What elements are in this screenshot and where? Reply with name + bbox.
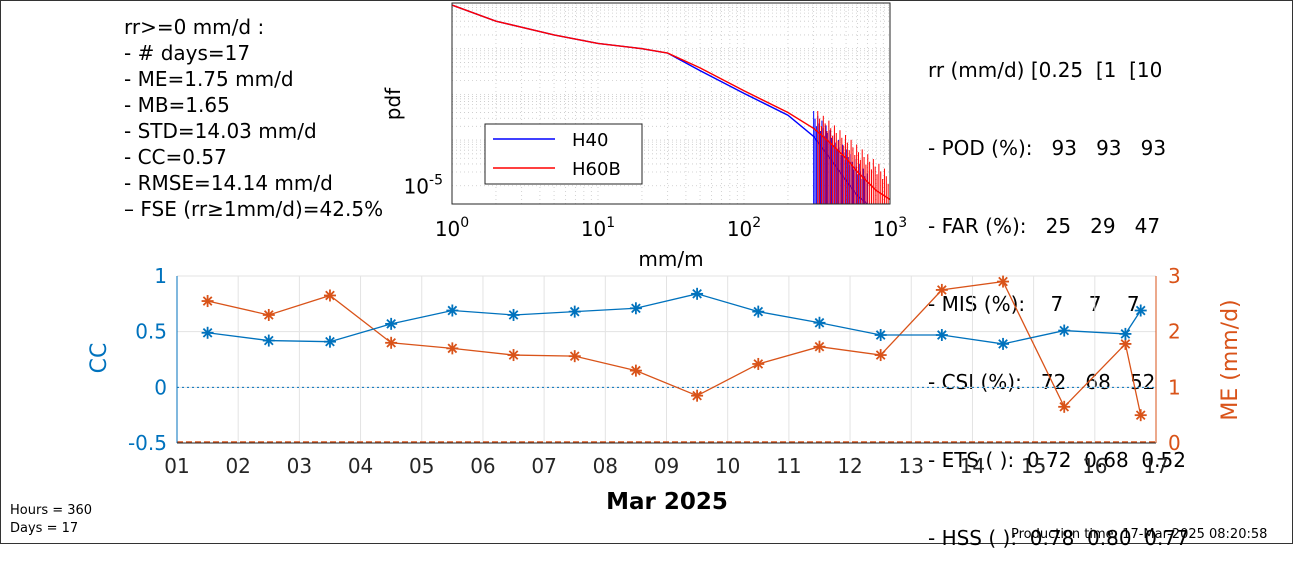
me-data-point <box>997 275 1010 288</box>
stats-left-line: rr>=0 mm/d : <box>124 15 265 39</box>
me-data-point <box>813 340 826 353</box>
ts-x-tick-label: 09 <box>654 454 679 478</box>
stats-left-line: - RMSE=14.14 mm/d <box>124 171 333 195</box>
legend-label-h40: H40 <box>572 130 608 151</box>
stats-right-line: - FAR (%): 25 29 47 <box>928 214 1161 238</box>
legend-label-h60b: H60B <box>572 159 621 180</box>
cc-axis-label: CC <box>87 343 112 374</box>
ts-x-tick-label: 12 <box>837 454 862 478</box>
me-axis-label: ME (mm/d) <box>1218 299 1243 420</box>
me-data-point <box>874 349 887 362</box>
cc-series-line <box>207 293 1142 345</box>
stats-left-line: - CC=0.57 <box>124 145 227 169</box>
me-data-point <box>752 357 765 370</box>
pdf-x-axis-label: mm/m <box>638 247 703 271</box>
cc-data-point <box>935 329 948 342</box>
cc-tick-label: 0.5 <box>135 320 167 344</box>
hours-label: Hours = 360 <box>10 503 93 518</box>
stats-right-line: rr (mm/d) [0.25 [1 [10 <box>928 58 1163 82</box>
ts-x-tick-label: 04 <box>348 454 373 478</box>
ts-x-tick-label: 06 <box>470 454 495 478</box>
ts-x-tick-label: 02 <box>225 454 250 478</box>
cc-data-point <box>507 308 520 321</box>
ts-x-tick-label: 01 <box>164 454 189 478</box>
ts-x-tick-label: 03 <box>287 454 312 478</box>
ts-x-tick-label: 07 <box>531 454 556 478</box>
me-data-point <box>323 289 336 302</box>
stats-left: rr>=0 mm/d : - # days=17 - ME=1.75 mm/d … <box>124 14 383 222</box>
cc-data-point <box>323 335 336 348</box>
me-data-point <box>629 364 642 377</box>
cc-data-point <box>1058 324 1071 337</box>
ts-x-tick-label: 13 <box>899 454 924 478</box>
cc-data-point <box>1134 304 1147 317</box>
cc-data-point <box>813 316 826 329</box>
me-tick-label: 1 <box>1168 375 1181 399</box>
stats-right-line: - ETS ( ): 0.72 0.68 0.52 <box>928 448 1186 472</box>
pdf-legend: H40 H60B <box>484 123 643 185</box>
cc-data-point <box>568 305 581 318</box>
cc-tick-label: -0.5 <box>128 431 167 455</box>
stats-right-line: - POD (%): 93 93 93 <box>928 136 1167 160</box>
stats-left-line: – FSE (rr≥1mm/d)=42.5% <box>124 197 384 221</box>
cc-data-point <box>752 305 765 318</box>
days-label: Days = 17 <box>10 521 79 536</box>
ts-x-tick-label: 05 <box>409 454 434 478</box>
stats-left-line: - ME=1.75 mm/d <box>124 67 294 91</box>
production-time: Production time: 17-Mar-2025 08:20:58 <box>1011 527 1268 542</box>
stats-left-line: - STD=14.03 mm/d <box>124 119 317 143</box>
cc-data-point <box>629 302 642 315</box>
stats-right-line: - CSI (%): 72 68 52 <box>928 370 1156 394</box>
me-tick-label: 2 <box>1168 320 1181 344</box>
cc-data-point <box>691 287 704 300</box>
me-series-line <box>207 280 1142 416</box>
cc-data-point <box>201 326 214 339</box>
me-data-point <box>201 295 214 308</box>
cc-tick-label: 1 <box>154 264 167 288</box>
me-data-point <box>1134 409 1147 422</box>
pdf-axes-box <box>451 2 891 205</box>
timeseries-chart: 01 02 03 04 05 06 07 08 09 10 11 12 13 14 15 16 17-0.500… <box>87 264 1243 515</box>
me-tick-label: 3 <box>1168 264 1181 288</box>
cc-tick-label: 0 <box>154 375 167 399</box>
ts-x-tick-label: 17 <box>1143 454 1168 478</box>
me-data-point <box>1058 400 1071 413</box>
me-data-point <box>262 308 275 321</box>
ts-x-tick-label: 14 <box>960 454 985 478</box>
ts-x-tick-label: 15 <box>1021 454 1046 478</box>
cc-data-point <box>262 334 275 347</box>
ts-x-tick-label: 11 <box>776 454 801 478</box>
cc-data-point <box>1119 327 1132 340</box>
me-data-point <box>568 350 581 363</box>
me-data-point <box>446 342 459 355</box>
ts-x-axis-label: Mar 2025 <box>606 489 728 515</box>
ts-x-tick-label: 10 <box>715 454 740 478</box>
cc-data-point <box>997 337 1010 350</box>
me-data-point <box>691 389 704 402</box>
ts-x-tick-label: 16 <box>1082 454 1107 478</box>
me-tick-label: 0 <box>1168 431 1181 455</box>
pdf-y-axis-label: pdf <box>381 87 405 120</box>
cc-data-point <box>385 317 398 330</box>
cc-data-point <box>446 304 459 317</box>
stats-left-line: - # days=17 <box>124 41 251 65</box>
cc-data-point <box>874 329 887 342</box>
ts-x-tick-label: 08 <box>593 454 618 478</box>
me-data-point <box>507 349 520 362</box>
stats-left-line: - MB=1.65 <box>124 93 230 117</box>
me-data-point <box>385 336 398 349</box>
me-data-point <box>935 283 948 296</box>
pdf-series-h60b <box>451 4 891 201</box>
me-data-point <box>1119 337 1132 350</box>
